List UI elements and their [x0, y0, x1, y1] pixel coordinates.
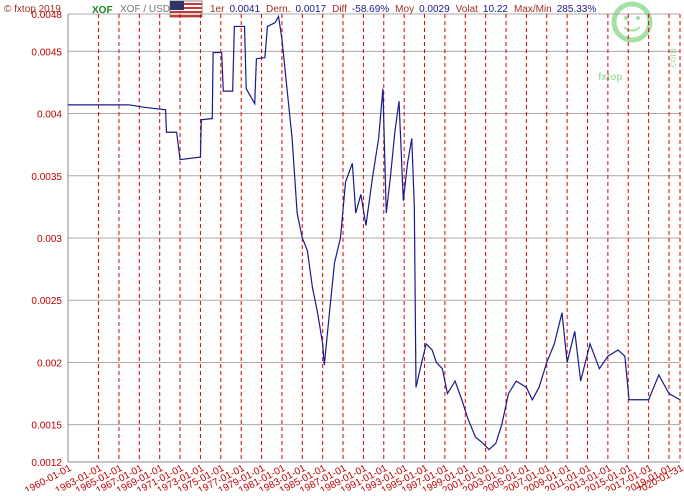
logo-name: fxtop [598, 72, 622, 83]
stats: 1er 0.0041 Dern. 0.0017 Diff -58.69% Moy 0.0029… [210, 4, 596, 15]
stat-label: Dern. [266, 4, 290, 15]
stat-value: 0.0041 [229, 4, 260, 15]
y-tick-label: 0.0015 [31, 421, 62, 432]
currency-code: XOF [92, 5, 113, 16]
stat-label: Diff [332, 4, 347, 15]
y-tick-label: 0.0025 [31, 296, 62, 307]
series-line [68, 14, 681, 451]
pair: XOF / USD [120, 4, 170, 15]
y-tick-label: 0.003 [37, 234, 62, 245]
stat-label: 1er [210, 4, 225, 15]
stat-value: 0.0017 [296, 4, 327, 15]
stat-value: -58.69% [352, 4, 389, 15]
stat-value: 285.33% [557, 4, 597, 15]
stats-line: 1er 0.0041 Dern. 0.0017 Diff -58.69% Moy 0.0029… [210, 4, 596, 15]
y-tick-label: 0.0045 [31, 47, 62, 58]
flag [169, 0, 203, 18]
logo-domain: .com [668, 48, 679, 70]
stat-label: Volat [456, 4, 478, 15]
y-tick-label: 0.004 [37, 110, 62, 121]
copyright: © fxtop 2019 [4, 4, 61, 15]
stat-value: 0.0029 [419, 4, 450, 15]
stat-label: Moy [395, 4, 414, 15]
y-tick-label: 0.0035 [31, 172, 62, 183]
y-tick-label: 0.0012 [31, 458, 62, 469]
y-tick-label: 0.0048 [31, 10, 62, 21]
stat-value: 10.22 [483, 4, 508, 15]
y-tick-label: 0.002 [37, 358, 62, 369]
logo: fxtop .com [598, 1, 679, 83]
stat-label: Max/Min [514, 4, 552, 15]
